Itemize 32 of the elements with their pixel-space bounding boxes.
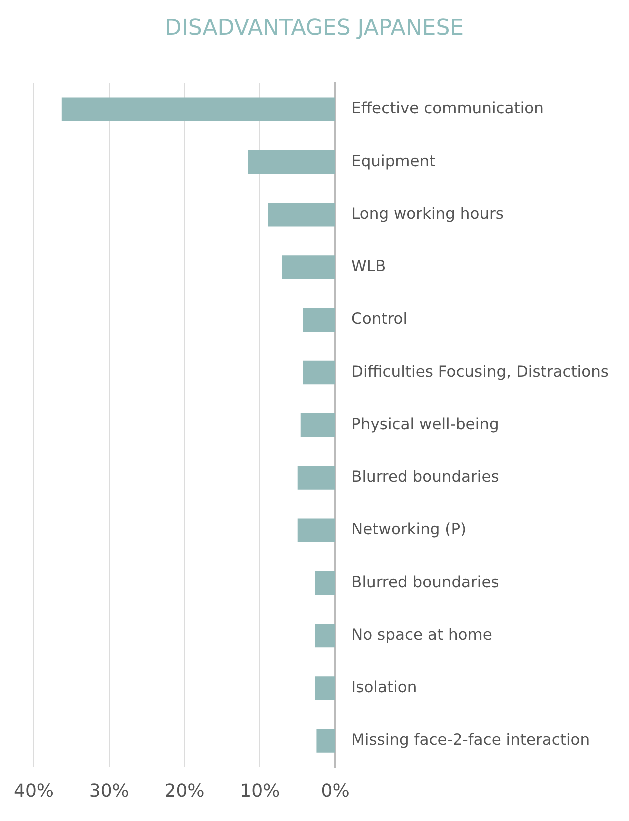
bar bbox=[248, 150, 336, 174]
bar bbox=[298, 466, 336, 490]
x-tick-label: 0% bbox=[321, 780, 350, 802]
bar bbox=[315, 571, 336, 596]
chart-title: DISADVANTAGES JAPANESE bbox=[164, 16, 466, 41]
y-tick-label: Missing face-2-face interaction bbox=[352, 731, 590, 750]
x-tick-label: 20% bbox=[164, 780, 205, 802]
y-tick-label: WLB bbox=[352, 258, 386, 276]
bar bbox=[62, 98, 336, 122]
bar bbox=[268, 203, 336, 227]
x-tick-label: 30% bbox=[89, 780, 130, 802]
y-tick-label: Blurred boundaries bbox=[352, 573, 500, 592]
bar bbox=[315, 676, 336, 700]
x-tick-label: 10% bbox=[240, 780, 280, 802]
bar bbox=[282, 256, 336, 280]
y-tick-label: Effective communication bbox=[352, 100, 544, 118]
y-tick-label: Blurred boundaries bbox=[352, 468, 500, 486]
y-tick-label: Long working hours bbox=[352, 204, 504, 223]
bar bbox=[303, 308, 336, 332]
y-tick-label: Equipment bbox=[352, 152, 436, 170]
y-tick-label: Control bbox=[352, 310, 408, 328]
bar bbox=[300, 414, 336, 438]
bar bbox=[298, 518, 336, 542]
x-tick-label: 40% bbox=[14, 780, 54, 802]
y-tick-label: Difficulties Focusing, Distractions bbox=[352, 362, 610, 381]
y-tick-label: No space at home bbox=[352, 626, 492, 644]
y-tick-label: Physical well-being bbox=[352, 415, 500, 434]
y-tick-label: Networking (P) bbox=[352, 520, 467, 539]
bar bbox=[315, 624, 336, 648]
bar bbox=[316, 729, 336, 753]
y-tick-label: Isolation bbox=[352, 678, 418, 696]
bar bbox=[303, 360, 336, 385]
